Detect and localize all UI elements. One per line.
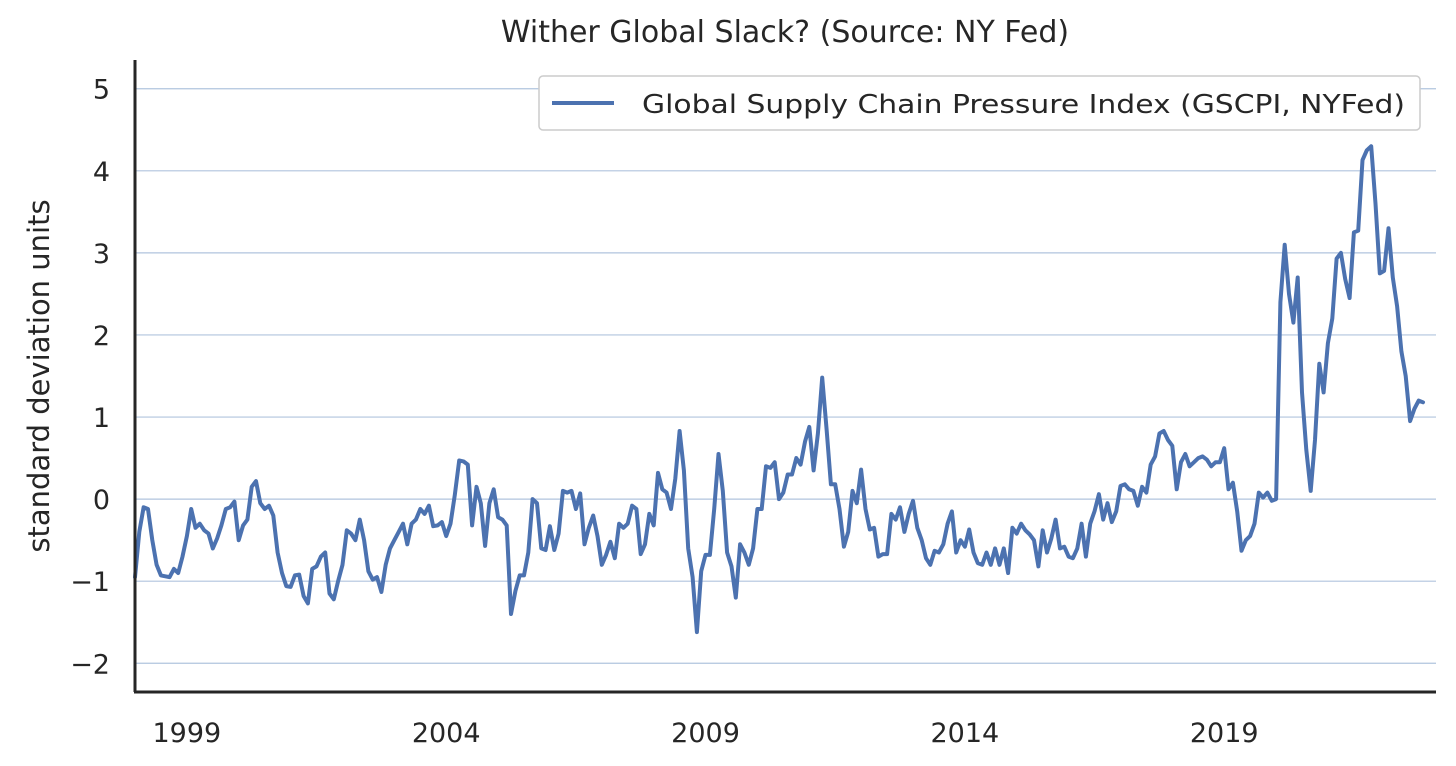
x-tick-label: 2009: [671, 718, 740, 749]
x-tick-label: 2004: [412, 718, 481, 749]
x-tick-label: 2019: [1190, 718, 1259, 749]
chart-title: Wither Global Slack? (Source: NY Fed): [501, 15, 1069, 50]
y-tick-label: 2: [93, 321, 110, 352]
y-tick-label: 0: [93, 485, 110, 516]
y-tick-label: 5: [93, 75, 110, 106]
legend: Global Supply Chain Pressure Index (GSCP…: [538, 75, 1421, 131]
legend-label: Global Supply Chain Pressure Index (GSCP…: [642, 90, 1405, 120]
series-layer: [133, 144, 1425, 635]
y-tick-label: 3: [93, 239, 110, 270]
x-tick-label: 2014: [931, 718, 1000, 749]
y-tick-label: −2: [70, 649, 110, 680]
series-line: [133, 144, 1425, 635]
legend-box: [538, 75, 1421, 131]
y-tick-label: 1: [93, 403, 110, 434]
y-tick-labels: −2 −1 0 1 2 3 4 5: [70, 75, 110, 681]
y-axis-label: standard deviation units: [22, 199, 56, 552]
x-tick-label: 1999: [153, 718, 222, 749]
y-tick-label: −1: [70, 567, 110, 598]
x-tick-labels: 1999 2004 2009 2014 2019: [153, 718, 1259, 749]
y-tick-label: 4: [93, 157, 110, 188]
grid-lines: [135, 88, 1436, 664]
